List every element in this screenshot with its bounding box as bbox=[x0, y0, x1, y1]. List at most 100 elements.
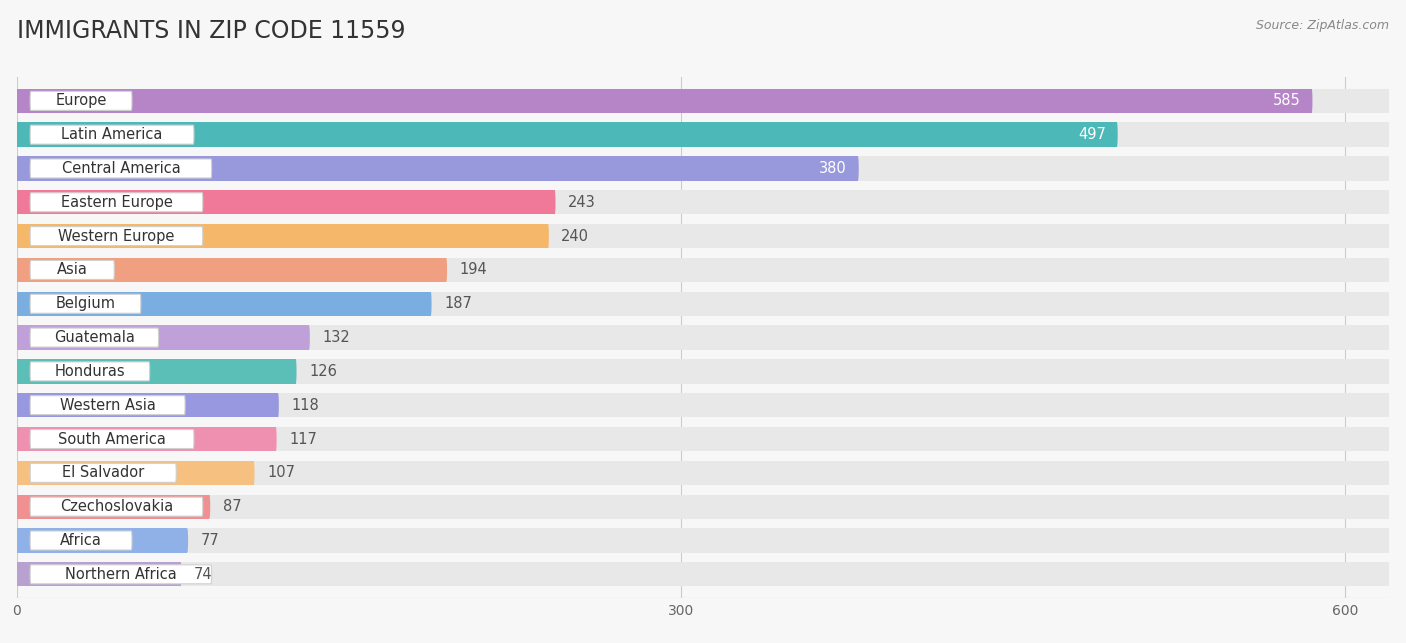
Circle shape bbox=[1388, 427, 1391, 451]
Circle shape bbox=[15, 156, 18, 181]
Text: Eastern Europe: Eastern Europe bbox=[60, 195, 173, 210]
Bar bbox=[17, 359, 295, 384]
Circle shape bbox=[1388, 393, 1391, 417]
Text: 380: 380 bbox=[820, 161, 846, 176]
Bar bbox=[17, 258, 1389, 282]
Circle shape bbox=[1388, 89, 1391, 113]
Bar bbox=[17, 494, 1389, 519]
Circle shape bbox=[15, 122, 18, 147]
Circle shape bbox=[15, 325, 18, 350]
Circle shape bbox=[1388, 529, 1391, 553]
Circle shape bbox=[1388, 156, 1391, 181]
Circle shape bbox=[15, 359, 18, 384]
Circle shape bbox=[15, 291, 18, 316]
FancyBboxPatch shape bbox=[30, 294, 141, 313]
Circle shape bbox=[15, 427, 18, 451]
Circle shape bbox=[15, 460, 18, 485]
Circle shape bbox=[15, 562, 18, 586]
Bar bbox=[17, 427, 276, 451]
Text: Guatemala: Guatemala bbox=[53, 330, 135, 345]
Circle shape bbox=[253, 460, 254, 485]
Circle shape bbox=[15, 89, 18, 113]
Circle shape bbox=[187, 529, 188, 553]
Bar bbox=[17, 460, 1389, 485]
Circle shape bbox=[446, 258, 447, 282]
Circle shape bbox=[1388, 325, 1391, 350]
Circle shape bbox=[1388, 258, 1391, 282]
Bar bbox=[17, 190, 1389, 215]
Circle shape bbox=[1116, 122, 1118, 147]
Text: Czechoslovakia: Czechoslovakia bbox=[60, 499, 173, 514]
Bar bbox=[17, 529, 187, 553]
Text: Western Europe: Western Europe bbox=[58, 229, 174, 244]
Text: 497: 497 bbox=[1078, 127, 1107, 142]
Bar bbox=[17, 393, 278, 417]
Circle shape bbox=[15, 122, 18, 147]
Text: 107: 107 bbox=[267, 466, 295, 480]
Circle shape bbox=[1388, 224, 1391, 248]
Text: El Salvador: El Salvador bbox=[62, 466, 145, 480]
Text: 77: 77 bbox=[201, 533, 219, 548]
Text: Latin America: Latin America bbox=[62, 127, 163, 142]
Bar bbox=[17, 122, 1116, 147]
Bar bbox=[17, 224, 548, 248]
Bar bbox=[17, 529, 1389, 553]
Circle shape bbox=[430, 291, 432, 316]
Bar bbox=[17, 156, 1389, 181]
Bar bbox=[17, 562, 180, 586]
Text: Asia: Asia bbox=[56, 262, 87, 277]
Circle shape bbox=[1388, 494, 1391, 519]
FancyBboxPatch shape bbox=[30, 159, 212, 178]
Bar bbox=[17, 156, 858, 181]
FancyBboxPatch shape bbox=[30, 464, 176, 482]
Bar bbox=[17, 494, 209, 519]
Circle shape bbox=[308, 325, 309, 350]
Circle shape bbox=[180, 562, 181, 586]
FancyBboxPatch shape bbox=[30, 430, 194, 449]
FancyBboxPatch shape bbox=[30, 193, 202, 212]
Circle shape bbox=[15, 427, 18, 451]
FancyBboxPatch shape bbox=[30, 395, 186, 415]
FancyBboxPatch shape bbox=[30, 260, 114, 280]
Circle shape bbox=[1388, 359, 1391, 384]
Bar bbox=[17, 393, 1389, 417]
Circle shape bbox=[15, 529, 18, 553]
Text: IMMIGRANTS IN ZIP CODE 11559: IMMIGRANTS IN ZIP CODE 11559 bbox=[17, 19, 405, 43]
Circle shape bbox=[15, 190, 18, 215]
Circle shape bbox=[15, 224, 18, 248]
Bar bbox=[17, 291, 1389, 316]
Text: Honduras: Honduras bbox=[55, 364, 125, 379]
Circle shape bbox=[15, 494, 18, 519]
Text: Source: ZipAtlas.com: Source: ZipAtlas.com bbox=[1256, 19, 1389, 32]
FancyBboxPatch shape bbox=[30, 226, 202, 246]
Circle shape bbox=[1388, 562, 1391, 586]
Text: 240: 240 bbox=[561, 229, 589, 244]
Circle shape bbox=[15, 325, 18, 350]
Circle shape bbox=[15, 393, 18, 417]
FancyBboxPatch shape bbox=[30, 328, 159, 347]
Text: 585: 585 bbox=[1272, 93, 1301, 108]
Text: Central America: Central America bbox=[62, 161, 180, 176]
FancyBboxPatch shape bbox=[30, 91, 132, 111]
Bar bbox=[17, 427, 1389, 451]
Circle shape bbox=[15, 190, 18, 215]
Bar bbox=[17, 89, 1389, 113]
Text: Northern Africa: Northern Africa bbox=[65, 567, 177, 582]
Circle shape bbox=[15, 393, 18, 417]
Circle shape bbox=[858, 156, 859, 181]
Text: Africa: Africa bbox=[60, 533, 103, 548]
Circle shape bbox=[15, 359, 18, 384]
Bar bbox=[17, 224, 1389, 248]
Circle shape bbox=[1388, 460, 1391, 485]
Text: 87: 87 bbox=[222, 499, 242, 514]
Text: 118: 118 bbox=[291, 398, 319, 413]
Circle shape bbox=[15, 494, 18, 519]
Circle shape bbox=[547, 224, 548, 248]
Text: Western Asia: Western Asia bbox=[59, 398, 156, 413]
Circle shape bbox=[295, 359, 297, 384]
FancyBboxPatch shape bbox=[30, 497, 202, 516]
Circle shape bbox=[15, 460, 18, 485]
Circle shape bbox=[1310, 89, 1312, 113]
Bar bbox=[17, 190, 555, 215]
FancyBboxPatch shape bbox=[30, 125, 194, 144]
